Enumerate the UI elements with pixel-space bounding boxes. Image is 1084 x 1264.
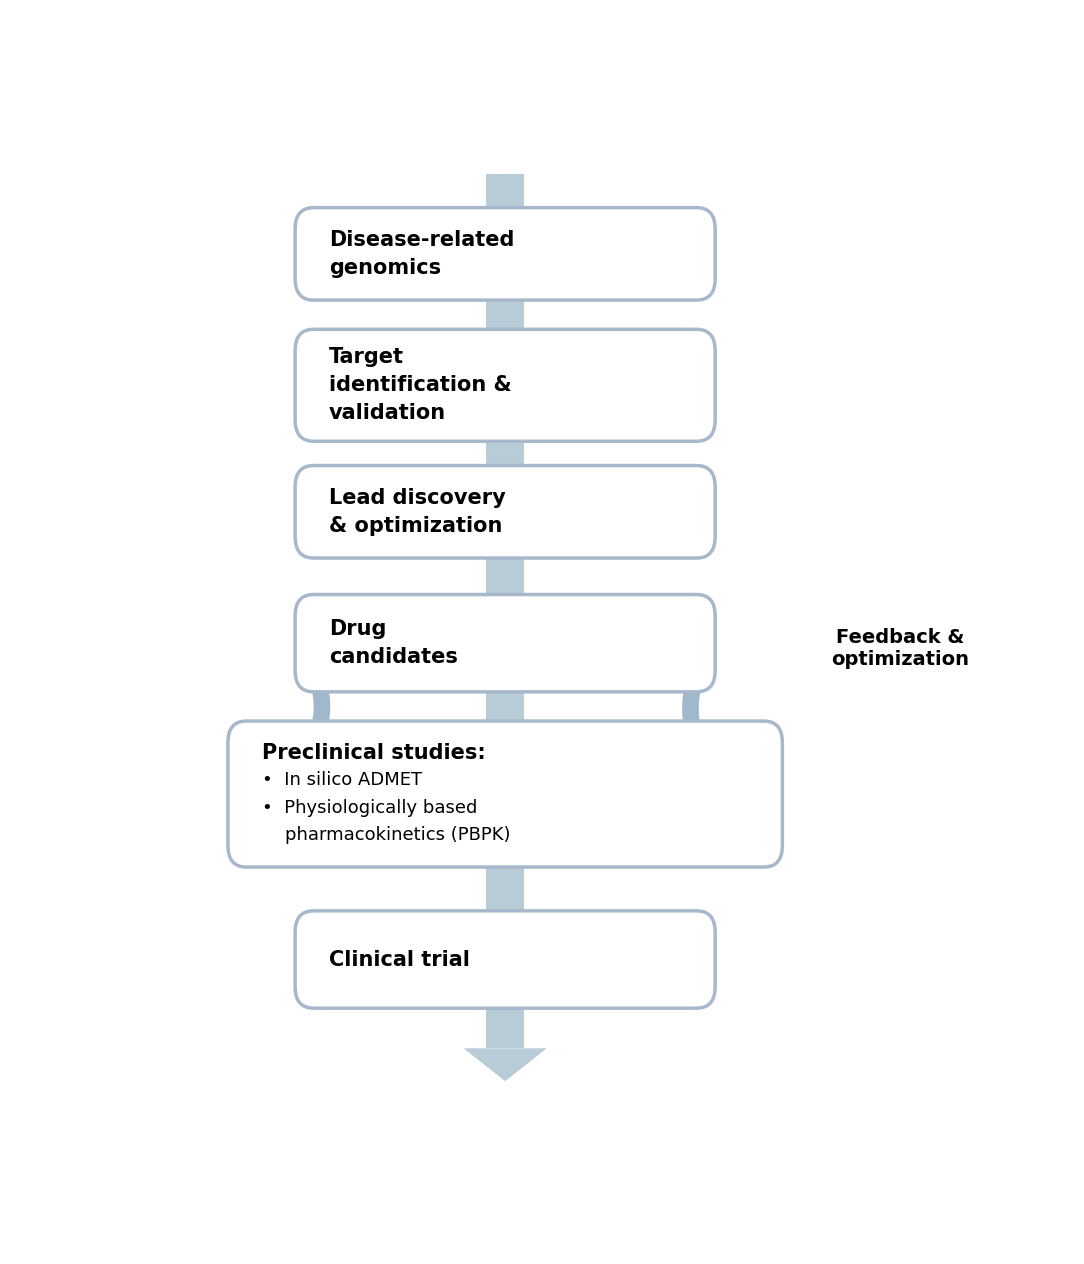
FancyBboxPatch shape — [295, 330, 715, 441]
Text: Lead discovery
& optimization: Lead discovery & optimization — [328, 488, 505, 536]
Bar — [487, 441, 524, 465]
Bar — [487, 173, 524, 207]
Bar — [487, 300, 524, 330]
Text: •  In silico ADMET: • In silico ADMET — [261, 771, 422, 790]
Bar — [487, 867, 524, 911]
FancyBboxPatch shape — [295, 594, 715, 691]
FancyBboxPatch shape — [295, 465, 715, 557]
FancyBboxPatch shape — [228, 720, 783, 867]
Text: •  Physiologically based: • Physiologically based — [261, 799, 477, 817]
Text: Target
identification &
validation: Target identification & validation — [328, 348, 512, 423]
Text: Feedback &
optimization: Feedback & optimization — [831, 627, 969, 669]
Polygon shape — [464, 1048, 546, 1081]
Text: pharmacokinetics (PBPK): pharmacokinetics (PBPK) — [261, 825, 509, 844]
Text: Clinical trial: Clinical trial — [328, 949, 469, 969]
Bar — [487, 1009, 524, 1048]
Bar — [487, 557, 524, 594]
FancyBboxPatch shape — [295, 911, 715, 1009]
Text: Preclinical studies:: Preclinical studies: — [261, 743, 486, 763]
Text: Disease-related
genomics: Disease-related genomics — [328, 230, 514, 278]
Bar — [487, 691, 524, 720]
Text: Drug
candidates: Drug candidates — [328, 619, 457, 667]
FancyBboxPatch shape — [295, 207, 715, 300]
